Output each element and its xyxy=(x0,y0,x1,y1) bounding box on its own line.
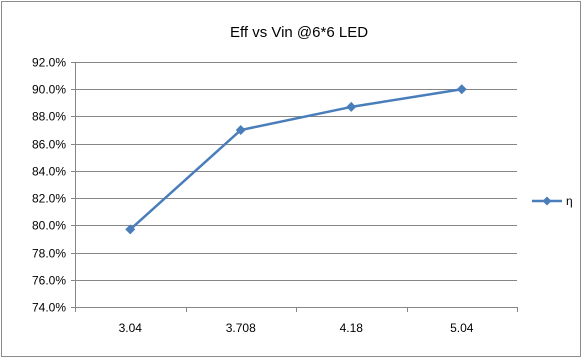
axes xyxy=(71,62,518,312)
y-tick-label: 74.0% xyxy=(32,301,66,315)
series-line xyxy=(129,87,462,231)
data-point-marker xyxy=(125,224,136,235)
y-tick-label: 76.0% xyxy=(32,274,66,288)
x-tick-label: 4.18 xyxy=(340,321,364,335)
data-point-marker xyxy=(346,101,357,112)
y-tick-label: 88.0% xyxy=(32,110,66,124)
y-tick-label: 90.0% xyxy=(32,83,66,97)
y-tick-label: 82.0% xyxy=(32,192,66,206)
series-layer xyxy=(125,84,467,235)
x-tick-label: 5.04 xyxy=(450,321,474,335)
y-tick-label: 80.0% xyxy=(32,219,66,233)
x-tick-label: 3.04 xyxy=(119,321,143,335)
legend: η xyxy=(532,194,573,208)
legend-marker xyxy=(542,196,552,206)
y-tick-label: 92.0% xyxy=(32,56,66,70)
x-axis-tick-labels: 3.04 3.708 4.18 5.04 xyxy=(119,321,474,335)
data-point-marker xyxy=(456,84,467,95)
legend-label: η xyxy=(566,194,573,208)
x-tick-label: 3.708 xyxy=(226,321,256,335)
y-tick-label: 78.0% xyxy=(32,247,66,261)
chart-title: Eff vs Vin @6*6 LED xyxy=(230,24,368,41)
y-tick-label: 84.0% xyxy=(32,165,66,179)
data-point-marker xyxy=(235,125,246,136)
y-tick-label: 86.0% xyxy=(32,138,66,152)
y-axis-tick-labels: 74.0% 76.0% 78.0% 80.0% 82.0% 84.0% 86.0% 88.0%… xyxy=(32,56,66,315)
gridlines xyxy=(75,62,517,281)
